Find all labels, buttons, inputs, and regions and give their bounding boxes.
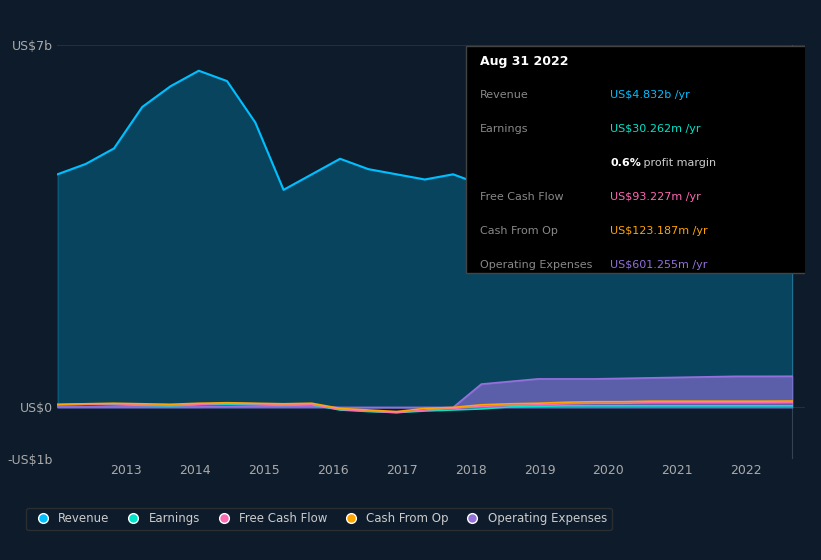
Text: US$123.187m /yr: US$123.187m /yr — [610, 226, 708, 236]
Text: Revenue: Revenue — [479, 90, 529, 100]
Text: Aug 31 2022: Aug 31 2022 — [479, 55, 568, 68]
Text: Operating Expenses: Operating Expenses — [479, 260, 592, 270]
Text: US$30.262m /yr: US$30.262m /yr — [610, 124, 701, 134]
Legend: Revenue, Earnings, Free Cash Flow, Cash From Op, Operating Expenses: Revenue, Earnings, Free Cash Flow, Cash … — [26, 507, 612, 530]
Text: US$4.832b /yr: US$4.832b /yr — [610, 90, 690, 100]
Text: US$93.227m /yr: US$93.227m /yr — [610, 192, 701, 202]
Text: US$601.255m /yr: US$601.255m /yr — [610, 260, 708, 270]
Text: 0.6%: 0.6% — [610, 158, 641, 169]
Text: Cash From Op: Cash From Op — [479, 226, 557, 236]
Text: Free Cash Flow: Free Cash Flow — [479, 192, 563, 202]
Text: Earnings: Earnings — [479, 124, 528, 134]
Bar — [466, 45, 809, 273]
Text: profit margin: profit margin — [640, 158, 717, 169]
